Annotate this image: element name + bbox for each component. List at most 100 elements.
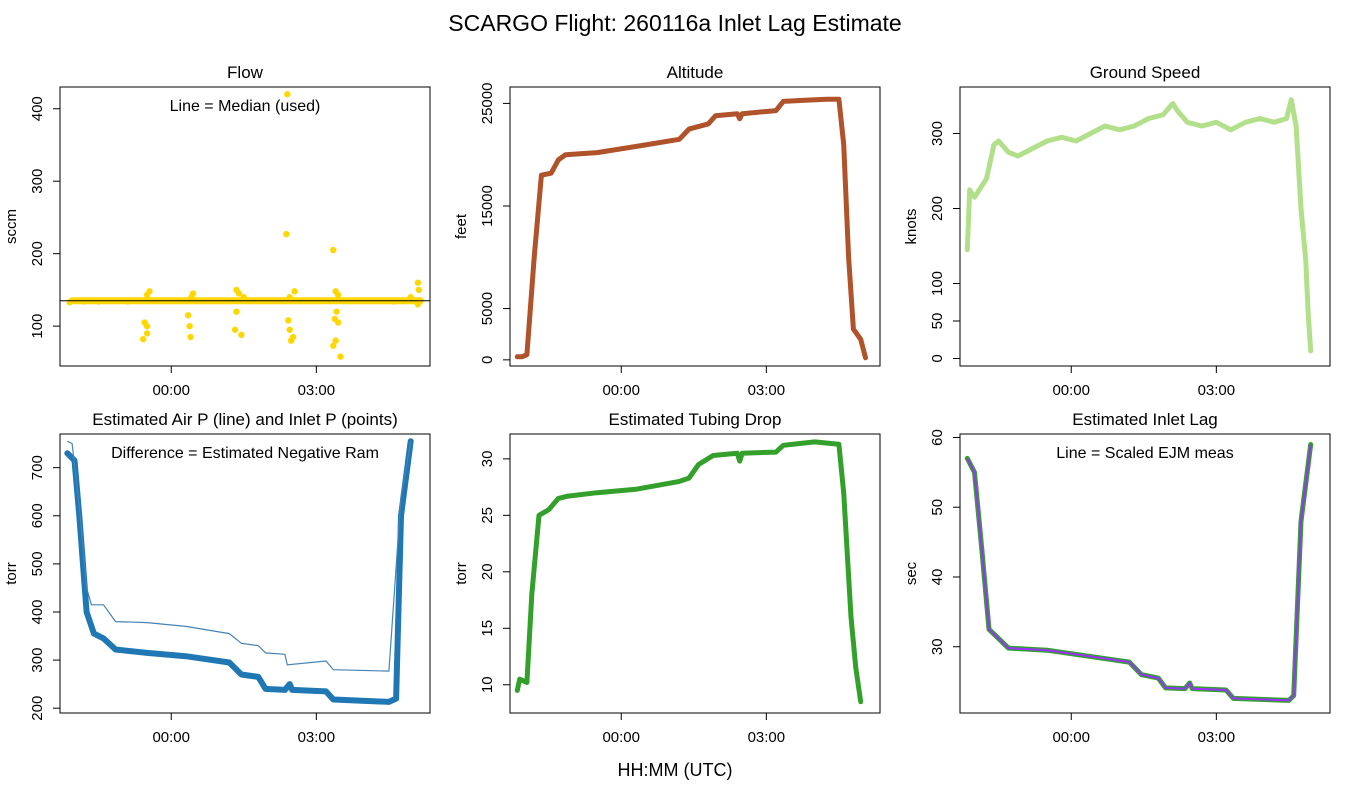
y-tick-label: 0 (479, 356, 496, 364)
x-tick-label: 00:00 (1052, 729, 1090, 746)
x-tick-label: 00:00 (602, 382, 640, 399)
plot-area-ground-speed (964, 97, 1314, 354)
inlet-p-points (64, 438, 414, 705)
y-tick-label: 200 (929, 196, 946, 221)
panel-inlet-pressure: Estimated Air P (line) and Inlet P (poin… (3, 410, 431, 746)
y-tick-label: 400 (29, 599, 46, 624)
x-tick-label: 00:00 (602, 729, 640, 746)
panel-ground-speed: Ground Speed knots 0 50 100 200 300 00:00 03:00 (903, 63, 1331, 399)
flow-point (415, 286, 423, 294)
y-tick-label: 40 (929, 569, 946, 586)
flow-point (333, 308, 340, 315)
panel-tubing-drop: Estimated Tubing Drop torr 10 15 20 25 30 00:00… (453, 410, 881, 746)
panel-title-tubing-drop: Estimated Tubing Drop (609, 410, 782, 429)
plot-frame-ground-speed (959, 86, 1331, 367)
flow-point (124, 298, 131, 305)
x-tick-label: 03:00 (748, 729, 786, 746)
y-tick-label: 60 (929, 429, 946, 446)
panel-altitude: Altitude feet 0 5000 15000 25000 00:00 03:00 (453, 63, 881, 399)
panel-title-ground-speed: Ground Speed (1090, 63, 1201, 82)
flow-point (334, 319, 342, 326)
flow-point (289, 333, 297, 341)
series-line-tubing-drop (514, 439, 864, 705)
x-tick-label: 03:00 (298, 729, 336, 746)
y-tick-label: 100 (29, 314, 46, 339)
y-tick-label: 25 (479, 507, 496, 524)
flow-point (285, 317, 292, 324)
scaled-ejm-line (966, 444, 1312, 702)
flow-point (235, 290, 243, 297)
inlet-lag-points (964, 442, 1314, 703)
y-tick-label: 30 (929, 638, 946, 655)
y-tick-label: 200 (29, 696, 46, 721)
plot-frame-flow (59, 86, 431, 367)
flow-point (334, 291, 342, 299)
flow-point (286, 293, 293, 301)
y-tick-label: 50 (929, 499, 946, 516)
plot-area-altitude (514, 96, 868, 361)
y-tick-label: 5000 (479, 292, 496, 325)
x-tick-label: 03:00 (748, 382, 786, 399)
flow-point (231, 326, 239, 333)
flow-point (141, 319, 148, 326)
flow-point (66, 299, 73, 306)
y-tick-label: 0 (929, 354, 946, 362)
y-axis-label-inlet-pressure: torr (3, 562, 20, 585)
annotation-flow: Line = Median (used) (170, 98, 321, 115)
panel-title-inlet-pressure: Estimated Air P (line) and Inlet P (poin… (92, 410, 398, 429)
flow-point (291, 288, 298, 295)
air-p-line (67, 440, 412, 672)
y-axis-label-flow: sccm (3, 209, 20, 244)
flow-point (284, 91, 291, 98)
x-tick-label: 03:00 (1198, 382, 1236, 399)
y-tick-label: 300 (29, 169, 46, 194)
y-tick-label: 50 (929, 313, 946, 330)
y-tick-label: 15000 (479, 185, 496, 227)
x-tick-label: 00:00 (152, 382, 190, 399)
flow-point (330, 246, 337, 254)
plot-area-tubing-drop (514, 439, 864, 705)
flow-point (337, 353, 344, 360)
plot-frame-tubing-drop (509, 433, 881, 714)
flow-point (80, 298, 88, 305)
flow-point (143, 291, 151, 299)
y-axis-label-altitude: feet (453, 213, 470, 239)
flow-point (143, 330, 151, 337)
y-tick-label: 20 (479, 563, 496, 580)
flow-point (240, 293, 247, 301)
panel-flow: Flow sccm 100 200 300 400 00:00 03:00 Line = Med… (3, 63, 431, 399)
x-tick-label: 03:00 (1198, 729, 1236, 746)
series-line-ground-speed (964, 97, 1314, 354)
annotation-inlet-lag: Line = Scaled EJM meas (1056, 445, 1233, 462)
panel-inlet-lag: Estimated Inlet Lag sec 30 40 50 60 00:00 03:00… (903, 410, 1331, 746)
y-tick-label: 500 (29, 551, 46, 576)
y-axis-label-tubing-drop: torr (453, 562, 470, 585)
y-tick-label: 200 (29, 241, 46, 266)
x-tick-label: 00:00 (152, 729, 190, 746)
flow-point (186, 322, 193, 330)
y-tick-label: 400 (29, 96, 46, 121)
y-tick-label: 30 (479, 451, 496, 468)
panel-title-inlet-lag: Estimated Inlet Lag (1072, 410, 1218, 429)
flow-point (390, 298, 397, 305)
flow-point (283, 230, 290, 238)
flow-point (332, 337, 339, 344)
flow-point (95, 298, 102, 305)
plot-frame-inlet-lag (959, 433, 1331, 714)
panel-title-altitude: Altitude (667, 63, 724, 82)
x-tick-label: 03:00 (298, 382, 336, 399)
series-line-altitude (514, 96, 868, 361)
flow-point (414, 301, 422, 308)
y-tick-label: 25000 (479, 83, 496, 125)
flow-point (330, 342, 337, 349)
panel-title-flow: Flow (227, 63, 264, 82)
flow-point (414, 279, 422, 286)
annotation-inlet-pressure: Difference = Estimated Negative Ram (111, 445, 379, 462)
flow-point (407, 293, 414, 301)
y-tick-label: 300 (929, 121, 946, 146)
flow-point (139, 335, 147, 343)
y-tick-label: 10 (479, 676, 496, 693)
x-tick-label: 00:00 (1052, 382, 1090, 399)
